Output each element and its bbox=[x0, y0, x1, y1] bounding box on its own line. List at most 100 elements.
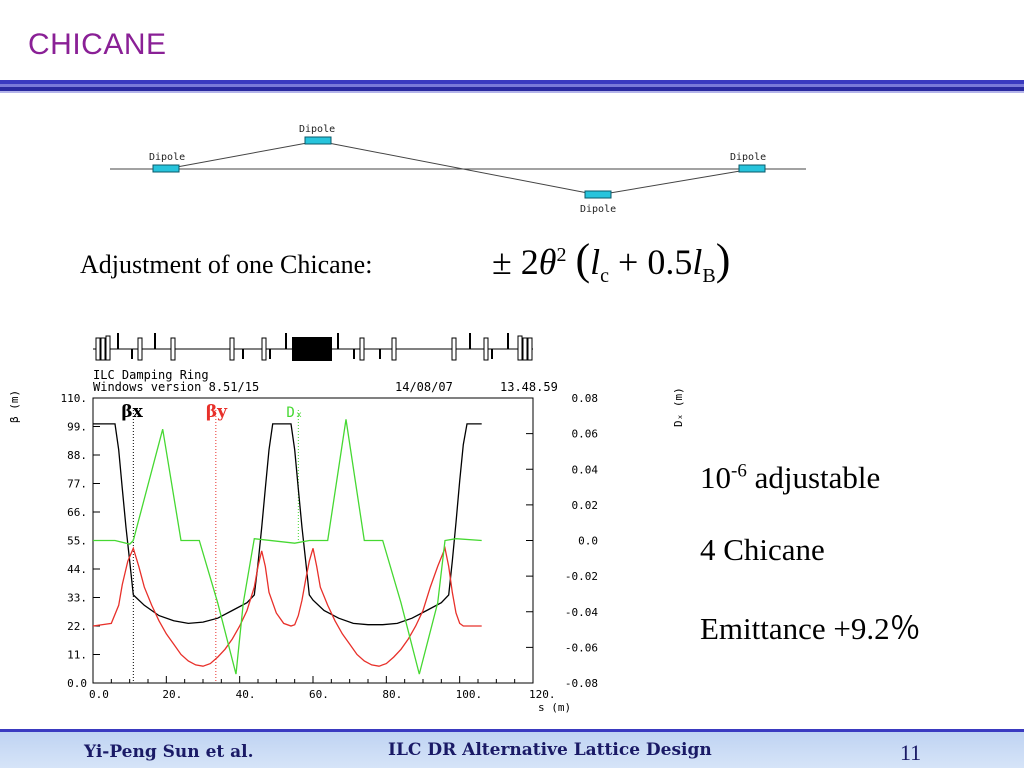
series-line-1 bbox=[92, 546, 482, 667]
corrector-ticks bbox=[117, 333, 509, 359]
formula-open-paren: ( bbox=[575, 235, 591, 284]
title-rule-dark bbox=[0, 87, 1024, 91]
x-tick-label: 20. bbox=[162, 688, 182, 701]
formula-sub-c: c bbox=[600, 265, 610, 288]
dipole-magnet bbox=[304, 136, 332, 145]
footer-title: ILC DR Alternative Lattice Design bbox=[388, 740, 712, 760]
plot-date: 14/08/07 bbox=[395, 380, 453, 394]
x-tick-label: 60. bbox=[309, 688, 329, 701]
x-tick-label: 120. bbox=[529, 688, 556, 701]
dipole-magnet bbox=[584, 190, 612, 199]
y-left-tick-label: 11. bbox=[67, 649, 87, 662]
dipole-label: Dipole bbox=[149, 152, 185, 163]
title-rule-pale bbox=[0, 91, 1024, 93]
y-right-tick-label: -0.04 bbox=[565, 606, 598, 619]
optics-plot: ILC Damping Ring Windows version 8.51/15… bbox=[8, 368, 685, 714]
formula-l: l bbox=[692, 242, 703, 282]
plot-series-lines bbox=[92, 419, 482, 675]
quadrupole bbox=[137, 337, 143, 361]
x-tick-label: 40. bbox=[236, 688, 256, 701]
note-adjust-exp: -6 bbox=[731, 460, 747, 482]
footer-rule bbox=[0, 729, 1024, 732]
dipole-magnet bbox=[738, 164, 766, 173]
quadrupole bbox=[451, 337, 457, 361]
plot-series-markers bbox=[132, 410, 299, 683]
dipole-label: Dipole bbox=[730, 152, 766, 163]
quadrupole bbox=[522, 337, 528, 361]
footer-bar bbox=[0, 732, 1024, 768]
formula-plus-term: + 0.5 bbox=[618, 242, 693, 282]
dipole-label: Dipole bbox=[299, 124, 335, 135]
y-left-tick-label: 22. bbox=[67, 620, 87, 633]
footer-author: Yi-Peng Sun et al. bbox=[84, 742, 254, 762]
y-right-tick-label: 0.02 bbox=[572, 499, 599, 512]
dipole-block bbox=[292, 337, 332, 361]
dipole-magnet bbox=[152, 164, 180, 173]
lattice-element-strip bbox=[93, 333, 533, 361]
adjustment-formula: ± 2θ2 (lc + 0.5lB) bbox=[492, 234, 730, 288]
y-left-tick-label: 55. bbox=[67, 535, 87, 548]
title-rule-light bbox=[0, 84, 1024, 87]
formula-prefix: ± 2 bbox=[492, 242, 539, 282]
note-emittance: Emittance +9.2％ bbox=[700, 611, 921, 646]
y-left-tick-label: 77. bbox=[67, 478, 87, 491]
title-rule bbox=[0, 80, 1024, 84]
quadrupole bbox=[105, 335, 111, 361]
note-adjust-text: adjustable bbox=[746, 460, 881, 495]
note-adjustable: 10-6 adjustable bbox=[700, 460, 880, 496]
note-chicane-count: 4 Chicane bbox=[700, 532, 825, 567]
y-right-tick-label: 0.08 bbox=[572, 392, 599, 405]
y-right-tick-label: -0.02 bbox=[565, 570, 598, 583]
quadrupole bbox=[359, 337, 365, 361]
slide-title: CHICANE bbox=[28, 28, 167, 61]
quadrupole bbox=[391, 337, 397, 361]
adjustment-label: Adjustment of one Chicane: bbox=[80, 250, 373, 279]
series-line-2 bbox=[93, 419, 482, 675]
page-number: 11 bbox=[900, 740, 922, 765]
dipole-label: Dipole bbox=[580, 204, 616, 215]
legend-beta-y: βy bbox=[206, 402, 228, 422]
plot-time: 13.48.59 bbox=[500, 380, 558, 394]
y-right-tick-label: 0.0 bbox=[578, 535, 598, 548]
quadrupole bbox=[170, 337, 176, 361]
y-left-tick-label: 99. bbox=[67, 421, 87, 434]
formula-l: l bbox=[590, 242, 601, 282]
y-right-tick-label: 0.06 bbox=[572, 428, 599, 441]
formula-theta: θ bbox=[538, 242, 557, 282]
beam-path-segment bbox=[597, 168, 753, 196]
y-right-tick-label: 0.04 bbox=[572, 463, 599, 476]
note-adjust-base: 10 bbox=[700, 460, 731, 495]
chicane-schematic: Dipole Dipole Dipole Dipole bbox=[110, 124, 806, 215]
quadrupole bbox=[527, 337, 533, 361]
quadrupole-elements bbox=[95, 335, 533, 361]
y-right-tick-label: -0.06 bbox=[565, 641, 598, 654]
y-right-tick-label: -0.08 bbox=[565, 677, 598, 690]
y-left-tick-label: 33. bbox=[67, 592, 87, 605]
quadrupole bbox=[483, 337, 489, 361]
legend-dispersion: Dₓ bbox=[286, 405, 303, 421]
y-axis-left-label: β (m) bbox=[8, 390, 21, 423]
quadrupole bbox=[261, 337, 267, 361]
y-left-tick-label: 88. bbox=[67, 449, 87, 462]
quadrupole bbox=[95, 337, 101, 361]
formula-exponent: 2 bbox=[556, 244, 567, 266]
x-tick-label: 100. bbox=[456, 688, 483, 701]
plot-ticks bbox=[92, 397, 534, 684]
y-left-tick-label: 44. bbox=[67, 563, 87, 576]
x-axis-label: s (m) bbox=[538, 701, 571, 714]
formula-close-paren: ) bbox=[715, 235, 731, 284]
x-tick-label: 80. bbox=[382, 688, 402, 701]
plot-header-line1: ILC Damping Ring bbox=[93, 368, 209, 382]
series-line-0 bbox=[93, 423, 482, 626]
y-axis-right-label: Dₓ (m) bbox=[672, 387, 685, 427]
y-left-tick-label: 110. bbox=[61, 392, 88, 405]
plot-tick-labels: 0.0 20. 40. 60. 80. 100. 120. 0.0 11. 22. 33. 44. 55… bbox=[61, 392, 599, 701]
formula-sub-b: B bbox=[702, 265, 716, 288]
beam-path-segment bbox=[317, 140, 599, 196]
plot-header-line2: Windows version 8.51/15 bbox=[93, 380, 259, 394]
y-left-tick-label: 66. bbox=[67, 506, 87, 519]
x-tick-label: 0.0 bbox=[89, 688, 109, 701]
quadrupole bbox=[517, 335, 523, 361]
beam-path-segment bbox=[165, 140, 319, 170]
quadrupole bbox=[229, 337, 235, 361]
